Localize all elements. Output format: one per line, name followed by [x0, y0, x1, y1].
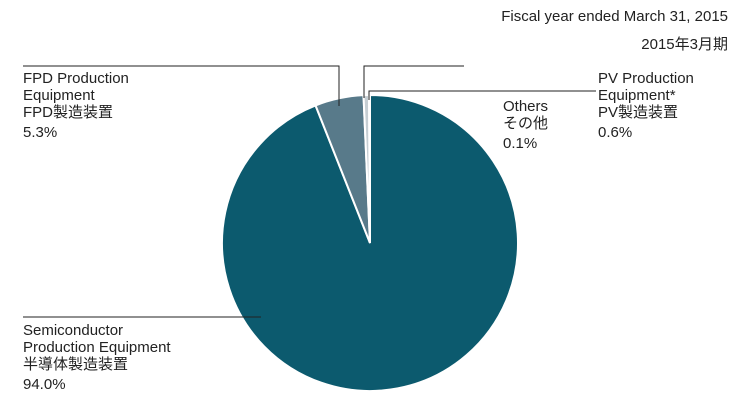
fpd-label-en: FPD Production: [23, 70, 129, 87]
others-label-ja: その他: [503, 115, 549, 132]
pv-label-en: PV Production: [598, 70, 694, 87]
fiscal-year-label-ja: 2015年3月期: [641, 36, 728, 53]
fpd-label-ja: FPD製造装置: [23, 104, 114, 121]
semiconductor-percent: 94.0%: [23, 376, 66, 393]
fiscal-year-label: Fiscal year ended March 31, 2015: [501, 8, 728, 25]
fpd-percent: 5.3%: [23, 124, 58, 141]
pv-leader-line: [368, 90, 596, 100]
others-label-en: Others: [503, 98, 549, 115]
chart-header: Fiscal year ended March 31, 2015 2015年3月…: [501, 8, 728, 54]
fpd-label-en2: Equipment: [23, 87, 95, 104]
pv-label-en2: Equipment*: [598, 87, 676, 104]
semiconductor-label: Semiconductor Production Equipment 半導体製造…: [23, 322, 171, 393]
others-leader-line: [363, 65, 464, 98]
pv-label-ja: PV製造装置: [598, 104, 679, 121]
semiconductor-label-en2: Production Equipment: [23, 339, 171, 356]
semiconductor-label-ja: 半導体製造装置: [23, 356, 129, 373]
fpd-label: FPD Production Equipment FPD製造装置 5.3%: [23, 70, 129, 141]
pie-slice-others: [368, 93, 371, 244]
semiconductor-label-en: Semiconductor: [23, 322, 124, 339]
fpd-leader-line: [23, 65, 340, 106]
others-label: Others その他 0.1%: [503, 98, 548, 152]
pv-label: PV Production Equipment* PV製造装置 0.6%: [598, 70, 694, 141]
pv-percent: 0.6%: [598, 124, 633, 141]
others-percent: 0.1%: [503, 135, 538, 152]
